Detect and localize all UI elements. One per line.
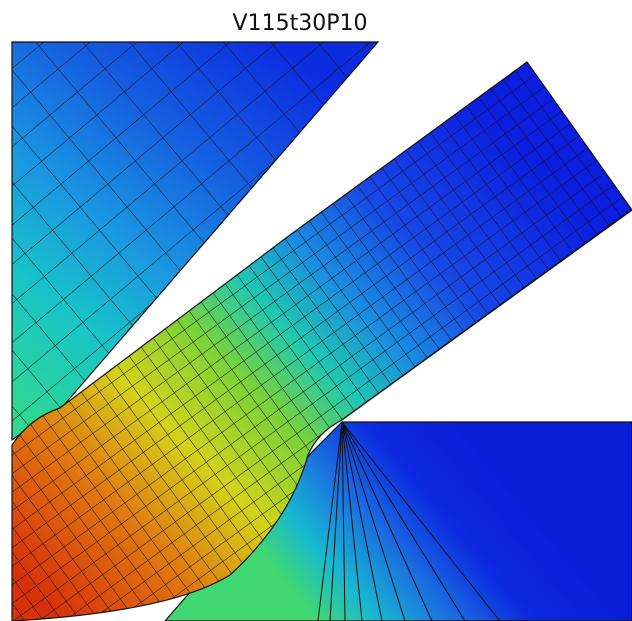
page: V115t30P10 (0, 0, 632, 621)
simulation-view: V115t30P10 (0, 0, 632, 621)
title: V115t30P10 (233, 11, 368, 36)
